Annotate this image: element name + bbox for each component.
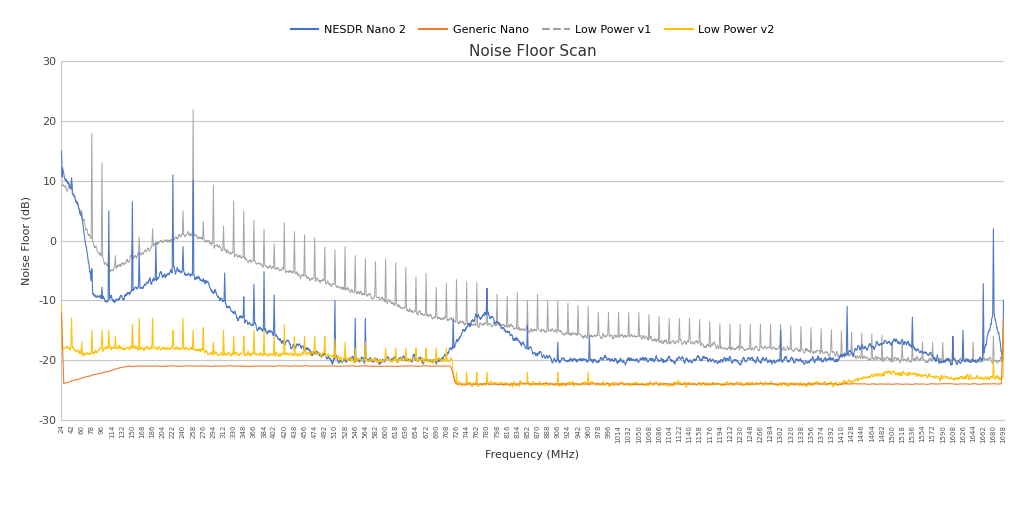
- Title: Noise Floor Scan: Noise Floor Scan: [469, 44, 596, 59]
- Y-axis label: Noise Floor (dB): Noise Floor (dB): [22, 196, 32, 285]
- Legend: NESDR Nano 2, Generic Nano, Low Power v1, Low Power v2: NESDR Nano 2, Generic Nano, Low Power v1…: [286, 20, 779, 39]
- X-axis label: Frequency (MHz): Frequency (MHz): [485, 450, 580, 460]
